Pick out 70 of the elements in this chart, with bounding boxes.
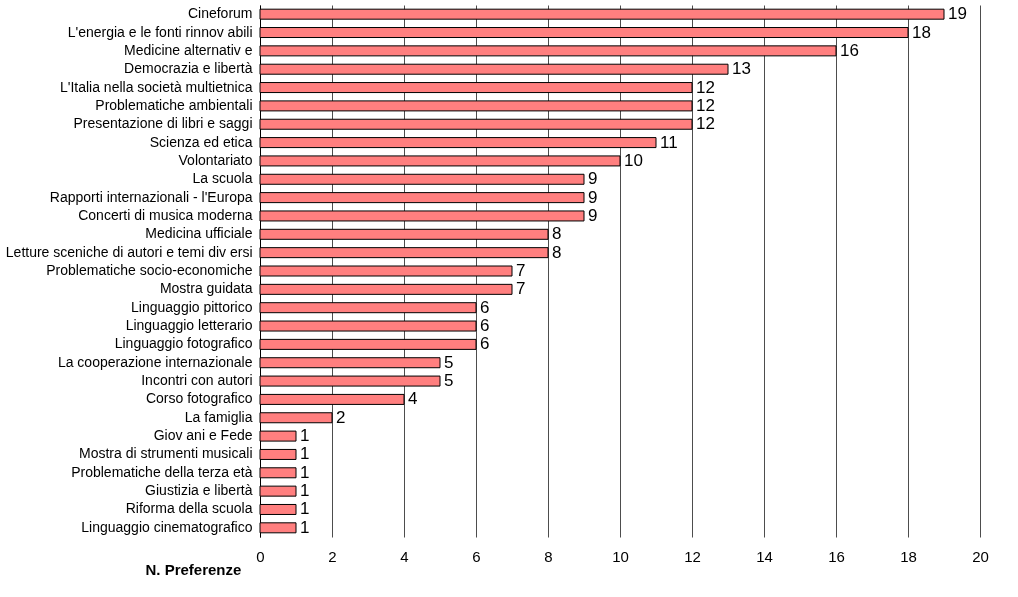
y-tick-label: Linguaggio fotografico [114, 335, 253, 352]
data-label: 8 [552, 224, 562, 244]
y-tick-label: Cineforum [187, 5, 253, 22]
y-tick-label: Volontariato [178, 151, 253, 168]
data-label: 1 [300, 444, 310, 464]
data-label: 7 [516, 261, 526, 280]
data-label: 1 [300, 462, 310, 482]
y-tick-label: La cooperazione internazionale [57, 353, 253, 370]
data-label: 6 [480, 316, 490, 336]
x-axis-title: N. Preferenze [145, 560, 242, 578]
y-tick-label: Democrazia e libertà [124, 60, 253, 77]
y-tick-label: Giov ani e Fede [153, 427, 253, 444]
data-label: 1 [300, 499, 310, 519]
data-label: 1 [300, 426, 310, 446]
y-tick-label: Linguaggio letterario [125, 317, 253, 334]
y-tick-label: L'Italia nella società multietnica [59, 78, 253, 95]
x-tick-label: 6 [472, 547, 481, 565]
y-tick-label: Linguaggio pittorico [131, 298, 253, 315]
y-tick-label: Rapporti internazionali - l'Europa [49, 188, 253, 205]
x-tick-label: 4 [400, 547, 409, 565]
x-tick-label: 18 [900, 547, 917, 565]
y-tick-label: Incontri con autori [141, 372, 253, 389]
y-tick-label: La famiglia [184, 408, 253, 425]
data-label: 2 [336, 407, 346, 427]
y-tick-label: Problematiche socio-economiche [46, 262, 253, 278]
data-label: 16 [840, 40, 859, 60]
data-label: 7 [516, 279, 526, 299]
x-tick-label: 2 [328, 547, 337, 565]
data-label: 6 [480, 297, 490, 317]
x-tick-label: 12 [684, 547, 701, 565]
data-label: 5 [444, 371, 454, 391]
data-label: 9 [588, 169, 598, 189]
x-tick-label: 14 [756, 547, 773, 565]
y-tick-label: Presentazione di libri e saggi [73, 115, 253, 132]
data-label: 9 [588, 205, 598, 225]
y-tick-label: Riforma della scuola [125, 500, 253, 517]
y-tick-label: Letture sceniche di autori e temi div ersi [5, 243, 253, 260]
data-label: 8 [552, 242, 562, 262]
data-label: 10 [624, 150, 643, 170]
y-tick-label: Concerti di musica moderna [78, 206, 253, 223]
data-label: 1 [300, 481, 310, 501]
y-tick-label: La scuola [192, 170, 253, 187]
x-tick-label: 8 [544, 547, 553, 565]
x-tick-label: 0 [256, 547, 265, 565]
y-tick-label: Giustizia e libertà [145, 482, 253, 499]
data-label: 1 [300, 517, 310, 537]
y-tick-label: Medicine alternativ e [124, 41, 253, 58]
data-label: 19 [948, 4, 967, 24]
x-tick-label: 20 [972, 547, 989, 565]
data-label: 12 [696, 114, 715, 134]
y-tick-label: Linguaggio cinematografico [81, 518, 253, 535]
x-tick-label: 16 [828, 547, 845, 565]
data-label: 18 [912, 22, 931, 42]
data-label: 6 [480, 334, 490, 354]
x-tick-label: 10 [612, 547, 629, 565]
y-tick-label: Problematiche ambientali [95, 96, 253, 113]
y-tick-label: Scienza ed etica [149, 133, 253, 150]
data-label: 13 [732, 59, 751, 79]
y-tick-label: L'energia e le fonti rinnov abili [67, 23, 253, 40]
data-label: 5 [444, 352, 454, 372]
y-tick-label: Problematiche della terza età [71, 463, 253, 480]
data-label: 12 [696, 77, 715, 97]
y-tick-label: Medicina ufficiale [145, 225, 253, 242]
data-label: 12 [696, 95, 715, 115]
data-label: 11 [660, 132, 678, 152]
data-label: 9 [588, 187, 598, 207]
data-label: 4 [408, 389, 418, 409]
y-tick-label: Mostra di strumenti musicali [79, 445, 253, 462]
y-tick-label: Corso fotografico [145, 390, 253, 407]
y-tick-label: Mostra guidata [159, 280, 253, 297]
